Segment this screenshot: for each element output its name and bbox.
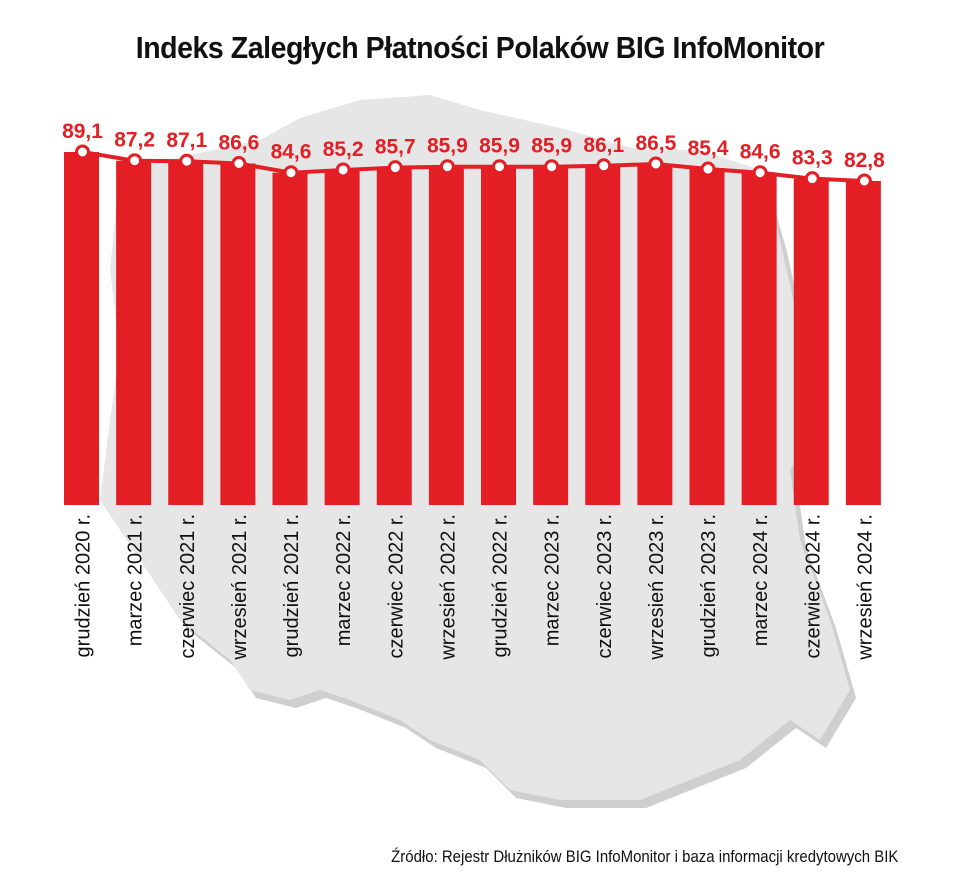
value-label-7: 85,7 (375, 136, 416, 159)
point-3 (179, 153, 195, 169)
category-label-8: wrzesień 2022 r. (437, 514, 459, 661)
point-8 (439, 159, 455, 175)
category-label-1: grudzień 2020 r. (73, 514, 95, 657)
point-13 (700, 161, 716, 177)
value-labels: 89,1 87,2 87,1 86,6 84,6 85,2 85,7 85,9 85,9 85,9… (62, 120, 885, 172)
point-12 (648, 156, 664, 172)
bar-14 (741, 172, 777, 505)
category-label-3: czerwiec 2021 r. (177, 514, 199, 659)
category-label-5: grudzień 2021 r. (281, 514, 303, 657)
category-label-16: wrzesień 2024 r. (854, 514, 876, 661)
value-label-1: 89,1 (62, 120, 103, 143)
category-label-15: czerwiec 2024 r. (802, 514, 824, 659)
value-label-3: 87,1 (166, 129, 207, 152)
value-label-6: 85,2 (323, 138, 364, 161)
points (75, 144, 872, 189)
bar-15 (793, 178, 829, 505)
value-label-4: 86,6 (218, 132, 259, 155)
trend-line (82, 150, 865, 183)
bar-1 (64, 152, 99, 505)
bar-12 (637, 163, 673, 505)
point-11 (596, 158, 612, 174)
value-label-5: 84,6 (271, 141, 312, 164)
point-4 (231, 156, 247, 171)
bars (64, 152, 881, 506)
point-1 (75, 144, 90, 160)
bar-10 (533, 166, 569, 505)
source-note: Źródło: Rejestr Dłużników BIG InfoMonito… (390, 847, 898, 866)
bar-8 (428, 166, 464, 505)
value-label-2: 87,2 (114, 129, 155, 152)
point-2 (127, 153, 143, 169)
value-label-13: 85,4 (688, 137, 729, 160)
bar-9 (481, 166, 516, 505)
category-label-13: grudzień 2023 r. (698, 514, 720, 657)
point-9 (492, 159, 507, 175)
point-16 (856, 173, 872, 189)
value-label-8: 85,9 (427, 135, 468, 158)
category-label-9: grudzień 2022 r. (490, 514, 512, 657)
bar-6 (324, 169, 360, 505)
category-label-6: marzec 2022 r. (333, 514, 355, 646)
bar-13 (689, 169, 725, 505)
value-label-15: 83,3 (792, 147, 833, 170)
point-15 (804, 171, 820, 187)
category-label-11: czerwiec 2023 r. (594, 514, 616, 659)
point-10 (544, 159, 560, 175)
point-7 (387, 160, 403, 176)
bar-5 (272, 172, 308, 505)
value-label-14: 84,6 (740, 141, 781, 164)
chart-title: Indeks Zaległych Płatności Polaków BIG I… (135, 30, 825, 65)
category-label-2: marzec 2021 r. (125, 514, 147, 646)
bar-2 (116, 160, 152, 506)
bar-3 (168, 161, 204, 505)
category-label-14: marzec 2024 r. (750, 514, 772, 646)
value-label-11: 86,1 (583, 134, 624, 157)
point-14 (752, 165, 768, 181)
value-label-12: 86,5 (635, 132, 676, 155)
bar-4 (220, 163, 256, 505)
category-label-10: marzec 2023 r. (542, 514, 564, 646)
category-label-4: wrzesień 2021 r. (229, 514, 251, 661)
point-6 (335, 162, 351, 178)
category-label-12: wrzesień 2023 r. (646, 514, 668, 661)
value-label-16: 82,8 (844, 149, 885, 172)
bar-16 (845, 180, 881, 506)
category-labels: grudzień 2020 r. marzec 2021 r. czerwiec 2… (73, 514, 877, 661)
value-label-9: 85,9 (479, 135, 520, 158)
bar-7 (376, 167, 412, 505)
point-5 (283, 165, 299, 181)
category-label-7: czerwiec 2022 r. (385, 514, 407, 659)
bar-11 (585, 165, 621, 506)
value-label-10: 85,9 (531, 135, 572, 158)
